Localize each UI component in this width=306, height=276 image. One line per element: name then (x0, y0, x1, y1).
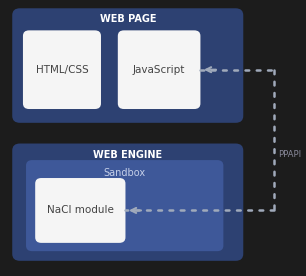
FancyBboxPatch shape (12, 144, 243, 261)
Text: HTML/CSS: HTML/CSS (35, 65, 88, 75)
FancyBboxPatch shape (35, 178, 125, 243)
Text: WEB ENGINE: WEB ENGINE (93, 150, 162, 160)
FancyBboxPatch shape (12, 8, 243, 123)
FancyBboxPatch shape (118, 30, 200, 109)
Text: WEB PAGE: WEB PAGE (99, 14, 156, 24)
FancyBboxPatch shape (23, 30, 101, 109)
Text: PPAPI: PPAPI (278, 150, 302, 159)
FancyBboxPatch shape (26, 160, 223, 251)
Text: JavaScript: JavaScript (133, 65, 185, 75)
Text: Sandbox: Sandbox (104, 168, 146, 177)
Text: NaCl module: NaCl module (47, 205, 114, 216)
